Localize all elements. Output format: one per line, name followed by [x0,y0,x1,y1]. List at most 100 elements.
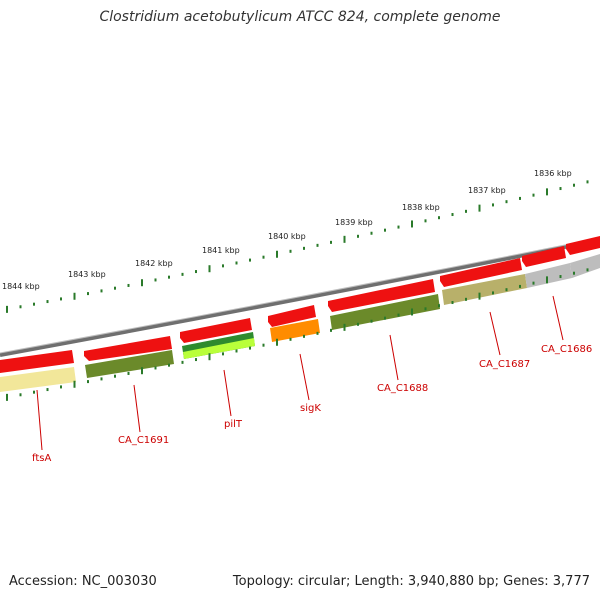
band-sigK[interactable] [270,319,320,342]
gene-leader-line [223,369,232,417]
minor-tick [222,264,224,268]
gene-label-CA_C1686[interactable]: CA_C1686 [541,344,592,355]
minor-tick [370,319,373,323]
gene-label-CA_C1687[interactable]: CA_C1687 [479,359,530,370]
scale-label-1842: 1842 kbp [135,259,173,268]
inner-scale-ticks [6,268,589,401]
minor-tick [100,377,103,381]
minor-tick [46,388,49,392]
minor-tick [181,272,184,276]
major-tick [343,235,346,243]
minor-tick [289,249,292,253]
function-bands [0,254,600,392]
minor-tick [60,385,62,389]
minor-tick [573,183,575,187]
forward-gene-arrow[interactable] [566,236,600,255]
minor-tick [330,328,332,332]
minor-tick [519,196,521,200]
scale-label-1838: 1838 kbp [402,203,440,212]
major-tick [276,250,278,258]
minor-tick [465,209,467,213]
minor-tick [303,334,305,338]
minor-tick [586,180,589,184]
minor-tick [384,228,386,232]
genome-title: Clostridium acetobutylicum ATCC 824, com… [99,9,501,25]
band-CA_C1688[interactable] [330,294,440,330]
minor-tick [114,286,116,290]
major-tick [141,367,143,375]
minor-tick [154,278,157,282]
minor-tick [438,304,440,308]
forward-gene-arrow[interactable] [328,279,435,312]
major-tick [6,393,8,401]
minor-tick [249,346,251,350]
minor-tick [505,200,508,204]
minor-tick [249,258,251,262]
minor-tick [330,240,332,244]
minor-tick [492,291,494,295]
gene-labels[interactable]: ftsA CA_C1691 pilT sigK CA_C1688 CA_C168… [32,295,592,464]
minor-tick [586,268,589,272]
band-CA_C1686[interactable] [525,263,572,288]
outer-scale-ticks [6,180,589,313]
gene-label-ftsA[interactable]: ftsA [32,453,51,464]
forward-gene-arrow[interactable] [522,246,566,267]
minor-tick [573,271,575,275]
major-tick [546,188,548,196]
major-tick [343,323,346,331]
forward-strand-genes[interactable] [0,236,600,373]
major-tick [6,305,8,313]
minor-tick [465,297,467,301]
scale-label-1836: 1836 kbp [534,169,572,178]
minor-tick [451,301,454,305]
band-CA_C1686-ext[interactable] [570,254,600,278]
forward-gene-arrow[interactable] [180,318,252,343]
minor-tick [303,246,305,250]
band-ftsA[interactable] [0,367,76,392]
minor-tick [492,203,494,207]
major-tick [411,220,413,228]
minor-tick [424,307,427,311]
minor-tick [357,322,359,326]
minor-tick [532,281,535,285]
minor-tick [316,331,319,335]
minor-tick [114,374,116,378]
gene-leader-line [489,311,501,356]
minor-tick [235,349,238,353]
gene-label-pilT[interactable]: pilT [224,419,243,430]
gene-label-CA_C1691[interactable]: CA_C1691 [118,435,169,446]
forward-gene-arrow[interactable] [440,258,522,287]
major-tick [208,353,211,361]
accession-text: Accession: NC_003030 [9,574,157,589]
scale-label-1841: 1841 kbp [202,246,240,255]
scale-labels: 1844 kbp 1843 kbp 1842 kbp 1841 kbp 1840… [2,169,572,291]
minor-tick [451,213,454,217]
gene-leader-line [299,353,310,401]
minor-tick [519,284,521,288]
minor-tick [505,288,508,292]
major-tick [208,265,211,273]
minor-tick [19,393,22,397]
forward-gene-arrow[interactable] [84,336,172,361]
scale-label-1837: 1837 kbp [468,186,506,195]
minor-tick [195,358,197,362]
band-CA_C1687[interactable] [442,274,527,305]
minor-tick [397,313,400,317]
minor-tick [33,390,35,394]
minor-tick [559,187,562,191]
gene-label-CA_C1688[interactable]: CA_C1688 [377,383,428,394]
forward-gene-arrow[interactable] [0,350,74,373]
genome-backbone [0,238,600,357]
forward-gene-arrow[interactable] [268,305,316,327]
band-pilT-highlight [183,338,255,359]
minor-tick [127,283,130,287]
minor-tick [46,300,49,304]
minor-tick [559,275,562,279]
minor-tick [424,219,427,223]
major-tick [411,308,413,316]
gene-label-sigK[interactable]: sigK [300,403,321,414]
minor-tick [168,275,170,279]
band-CA_C1691[interactable] [85,350,174,378]
